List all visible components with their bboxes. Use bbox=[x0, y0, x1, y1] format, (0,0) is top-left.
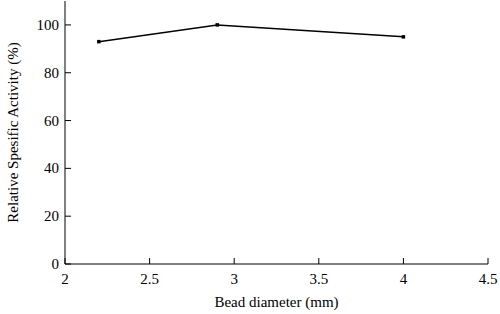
y-tick-label: 20 bbox=[44, 208, 59, 224]
x-tick-label: 3 bbox=[230, 271, 238, 287]
y-tick bbox=[65, 168, 71, 169]
chart-root: 0 20 40 60 80 100 2 2.5 3 3.5 4 4.5 Bead diameter (m… bbox=[0, 0, 500, 314]
x-tick bbox=[234, 258, 235, 264]
y-tick-label: 0 bbox=[52, 256, 60, 272]
x-tick bbox=[488, 258, 489, 264]
data-line bbox=[99, 25, 404, 42]
x-tick bbox=[149, 258, 150, 264]
y-axis-label: Relative Spesific Activity (%) bbox=[5, 42, 22, 222]
chart: 0 20 40 60 80 100 2 2.5 3 3.5 4 4.5 Bead diameter (m… bbox=[0, 0, 500, 314]
data-point bbox=[97, 40, 101, 44]
x-tick bbox=[403, 258, 404, 264]
y-tick-label: 100 bbox=[37, 17, 60, 33]
x-tick-label: 2 bbox=[61, 271, 69, 287]
y-tick bbox=[65, 120, 71, 121]
x-axis bbox=[65, 264, 488, 265]
y-tick bbox=[65, 216, 71, 217]
plot-area bbox=[97, 23, 405, 43]
y-tick-label: 60 bbox=[44, 113, 59, 129]
x-tick bbox=[65, 258, 66, 264]
y-axis bbox=[65, 1, 66, 264]
data-point bbox=[216, 23, 220, 27]
y-tick bbox=[65, 264, 71, 265]
y-tick-label: 80 bbox=[44, 65, 59, 81]
x-tick-label: 2.5 bbox=[140, 271, 159, 287]
x-tick-label: 3.5 bbox=[309, 271, 328, 287]
y-tick-label: 40 bbox=[44, 160, 59, 176]
y-tick bbox=[65, 72, 71, 73]
x-tick-label: 4.5 bbox=[479, 271, 498, 287]
x-axis-label: Bead diameter (mm) bbox=[214, 294, 338, 311]
x-tick bbox=[318, 258, 319, 264]
x-tick-label: 4 bbox=[400, 271, 408, 287]
data-point bbox=[402, 35, 406, 39]
y-tick bbox=[65, 24, 71, 25]
